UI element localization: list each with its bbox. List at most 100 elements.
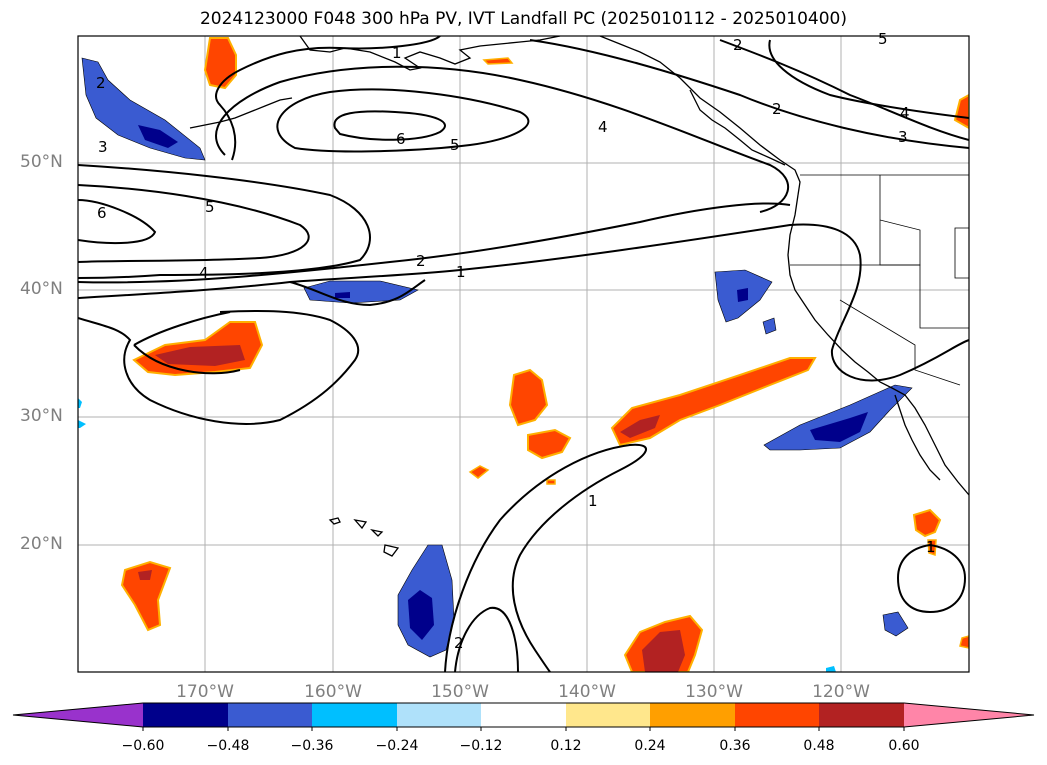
blob-pos-22n-115w <box>912 508 942 538</box>
blob-pos-25n-147w <box>468 465 490 479</box>
contour-label: 4 <box>598 118 608 136</box>
blob-neg-small-37n <box>762 317 777 335</box>
blob-neg-alaska-gulf <box>81 57 206 161</box>
political-borders <box>790 174 969 386</box>
blob-pos-30n-145w <box>508 368 549 427</box>
contour-1-north <box>215 36 441 161</box>
blob-pos-small-55n <box>482 57 514 65</box>
coast-alaska-pan <box>599 36 801 196</box>
blob-pos-band-core <box>620 415 660 438</box>
contour-label: 1 <box>588 492 598 510</box>
colorbar-extend-min <box>13 703 143 727</box>
contour-2-east <box>529 39 969 149</box>
colorbar-bin <box>650 703 735 727</box>
blob-pos-12n-core <box>642 630 685 672</box>
colorbar <box>12 702 1035 731</box>
blob-neg-13n-120w <box>882 611 909 637</box>
contour-2-mid <box>78 202 791 284</box>
contour-label: 6 <box>396 130 406 148</box>
blob-neg-40n-core <box>335 292 350 298</box>
contour-1-south-loop <box>78 309 360 425</box>
colorbar-tick-label: 0.48 <box>803 738 835 754</box>
contour-label: 1 <box>926 538 936 556</box>
lon-label-120w: 120°W <box>812 682 870 702</box>
contour-label: 4 <box>199 264 209 282</box>
blob-pos-25n-146w-dot <box>546 479 556 485</box>
colorbar-bin <box>143 703 228 727</box>
blob-pos-18n-core <box>138 570 152 580</box>
lat-label-40n: 40°N <box>20 279 63 299</box>
map-title: 2024123000 F048 300 hPa PV, IVT Landfall… <box>199 9 847 29</box>
contour-label: 2 <box>416 252 426 270</box>
contour-label: 1 <box>456 263 466 281</box>
positive-anomalies <box>120 37 969 672</box>
blob-neg-15n-core <box>408 590 434 640</box>
blob-neg-bottom <box>826 666 836 672</box>
blob-pos-13n-east <box>959 635 969 649</box>
colorbar-tick-label: −0.48 <box>206 738 250 754</box>
blob-pos-28n-143w <box>527 428 572 460</box>
contour-label: 5 <box>450 136 460 154</box>
lat-label-20n: 20°N <box>20 534 63 554</box>
contour-4-east <box>768 39 969 119</box>
blob-neg-west-edge <box>78 398 82 408</box>
blob-pos-55n-168w <box>203 37 237 90</box>
contour-label: 2 <box>772 100 782 118</box>
contour-5-west <box>78 184 310 263</box>
colorbar-tick-label: 0.12 <box>550 738 582 754</box>
contour-6-west <box>78 199 157 245</box>
contour-2-sw-inner <box>133 344 241 375</box>
blob-pos-35n-core <box>155 345 245 366</box>
colorbar-bin <box>735 703 819 727</box>
blob-pos-53n-east <box>953 93 969 130</box>
colorbar-bin <box>566 703 650 727</box>
contour-label: 5 <box>878 30 888 48</box>
negative-anomalies <box>78 57 913 672</box>
coast-wa-or-ca <box>787 194 969 496</box>
colorbar-tick-label: 0.60 <box>888 738 920 754</box>
lon-label-170w: 170°W <box>176 682 234 702</box>
coast-bc <box>689 89 786 166</box>
contour-label: 2 <box>96 74 106 92</box>
colorbar-tick-label: −0.60 <box>121 738 165 754</box>
lon-label-150w: 150°W <box>431 682 489 702</box>
colorbar-bin <box>397 703 481 727</box>
contour-label: 5 <box>205 198 215 216</box>
contour-1-circle <box>896 543 967 614</box>
blob-pos-20n-115w-small <box>927 539 937 557</box>
colorbar-bin <box>819 703 904 727</box>
lon-label-130w: 130°W <box>685 682 743 702</box>
blob-neg-30n-120w <box>763 384 913 451</box>
lat-label-30n: 30°N <box>20 406 63 426</box>
lat-label-50n: 50°N <box>20 152 63 172</box>
blob-pos-30n-135w-band <box>610 357 817 447</box>
map-frame <box>77 35 970 673</box>
colorbar-tick-label: 0.24 <box>634 738 666 754</box>
contour-4-north <box>215 65 790 213</box>
colorbar-tick-label: −0.12 <box>459 738 503 754</box>
colorbar-tick-label: 0.36 <box>719 738 751 754</box>
blob-neg-west-edge-2 <box>78 420 86 428</box>
contour-label: 2 <box>454 634 464 652</box>
lon-label-140w: 140°W <box>558 682 616 702</box>
contour-label: 1 <box>392 44 402 62</box>
contour-3-east <box>719 39 969 141</box>
contour-2-sw-loop <box>133 311 231 346</box>
colorbar-extend-max <box>904 703 1034 727</box>
colorbar-bin <box>312 703 397 727</box>
pv-contours <box>78 36 969 672</box>
coast-hawaii <box>328 517 400 557</box>
colorbar-bin <box>481 703 566 727</box>
blob-neg-30n-core <box>810 412 868 442</box>
contour-1-loop-1 <box>289 279 426 307</box>
contour-label: 6 <box>97 204 107 222</box>
blob-neg-40n-125w-core <box>737 288 748 302</box>
contour-6-north <box>333 110 446 141</box>
lon-label-160w: 160°W <box>304 682 362 702</box>
contour-4-west <box>78 164 371 279</box>
contour-5-north <box>276 88 530 153</box>
blob-pos-18n-173w <box>120 560 172 632</box>
coast-aleutian <box>189 97 293 129</box>
contour-2-south-trough <box>454 606 519 672</box>
